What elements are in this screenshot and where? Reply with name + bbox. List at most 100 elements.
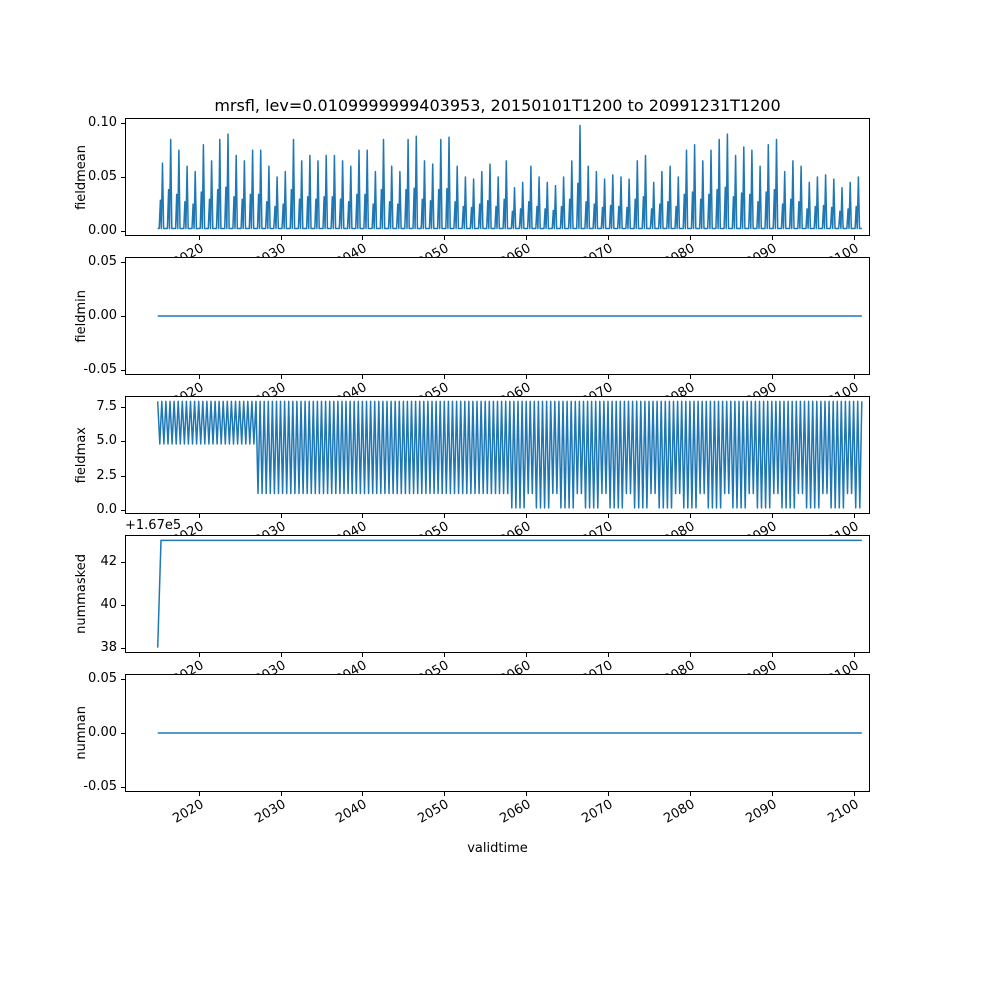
y-tick-mark <box>121 679 125 681</box>
x-tick-mark <box>362 375 364 379</box>
y-tick-mark <box>121 177 125 178</box>
x-tick-mark <box>608 514 609 518</box>
x-tick-mark <box>853 792 855 796</box>
x-tick-label: 2030 <box>251 797 288 827</box>
x-tick-mark <box>280 236 282 240</box>
x-tick-mark <box>853 653 855 657</box>
subplot-fieldmax <box>125 396 870 514</box>
x-tick-mark <box>526 792 528 796</box>
x-tick-mark <box>280 653 282 657</box>
x-tick-label: 2050 <box>415 797 452 827</box>
x-tick-mark <box>771 792 773 796</box>
x-tick-label: 2090 <box>743 797 780 827</box>
x-tick-mark <box>689 375 691 379</box>
x-tick-mark <box>198 653 200 657</box>
y-tick-mark <box>121 369 125 371</box>
x-tick-mark <box>689 653 691 657</box>
x-axis-label: validtime <box>467 841 528 856</box>
y-tick-mark <box>121 316 125 317</box>
y-tick-label: 0.05 <box>88 254 117 270</box>
x-tick-mark <box>526 236 528 240</box>
x-tick-mark <box>280 514 282 518</box>
y-axis-label-nummasked: nummasked <box>70 535 92 653</box>
y-tick-mark <box>121 262 125 264</box>
x-tick-mark <box>526 514 528 518</box>
y-tick-mark <box>121 733 125 734</box>
y-tick-label: 7.5 <box>96 398 117 414</box>
y-tick-label: 0.00 <box>88 725 117 740</box>
x-tick-mark <box>444 236 446 240</box>
y-tick-mark <box>121 475 125 477</box>
x-tick-mark <box>362 653 364 657</box>
y-tick-label: 0.0 <box>96 502 117 517</box>
y-tick-mark <box>121 647 125 649</box>
y-tick-label: 38 <box>100 639 117 655</box>
x-tick-mark <box>526 375 528 379</box>
series-line-numnan <box>157 732 862 734</box>
plot-title: mrsfl, lev=0.0109999999403953, 20150101T… <box>214 96 781 115</box>
x-tick-label: 2060 <box>497 797 534 827</box>
y-tick-label: 0.00 <box>88 222 117 238</box>
x-tick-mark <box>526 653 528 657</box>
x-tick-mark <box>608 653 609 657</box>
y-tick-mark <box>121 406 125 408</box>
x-tick-mark <box>853 514 855 518</box>
x-tick-label: 2040 <box>333 797 370 827</box>
x-tick-label: 2100 <box>824 797 862 827</box>
y-tick-label: 42 <box>100 553 117 569</box>
x-tick-mark <box>608 792 609 796</box>
y-tick-mark <box>121 561 125 563</box>
x-tick-mark <box>198 375 200 379</box>
x-tick-mark <box>771 514 773 518</box>
x-tick-mark <box>444 653 446 657</box>
x-tick-mark <box>689 792 691 796</box>
x-tick-mark <box>689 236 691 240</box>
y-tick-label: 0.00 <box>88 308 117 323</box>
x-tick-label: 2080 <box>661 797 698 827</box>
x-tick-mark <box>771 236 773 240</box>
subplot-fieldmean <box>125 118 870 236</box>
x-tick-label: 2020 <box>170 797 207 827</box>
y-tick-mark <box>121 786 125 788</box>
x-tick-mark <box>689 514 691 518</box>
y-tick-label: 0.05 <box>88 671 117 687</box>
y-tick-mark <box>121 604 125 606</box>
x-tick-mark <box>198 792 200 796</box>
x-tick-mark <box>608 236 609 240</box>
y-tick-mark <box>121 510 125 511</box>
y-tick-label: 0.05 <box>88 169 117 184</box>
x-tick-mark <box>444 792 446 796</box>
y-tick-mark <box>121 230 125 232</box>
y-tick-label: 2.5 <box>96 467 117 483</box>
series-line-fieldmax <box>156 400 863 509</box>
subplot-nummasked <box>125 535 870 653</box>
series-line-nummasked <box>156 539 862 648</box>
x-tick-mark <box>280 375 282 379</box>
x-tick-mark <box>853 236 855 240</box>
x-tick-mark <box>771 375 773 379</box>
y-tick-label: 0.10 <box>88 115 117 131</box>
x-tick-mark <box>198 514 200 518</box>
y-tick-label: -0.05 <box>83 361 117 377</box>
x-tick-mark <box>608 375 609 379</box>
x-tick-mark <box>280 792 282 796</box>
x-tick-mark <box>198 236 200 240</box>
y-tick-mark <box>121 441 125 443</box>
series-line-fieldmin <box>157 315 862 317</box>
x-tick-mark <box>771 653 773 657</box>
y-tick-label: -0.05 <box>83 778 117 794</box>
x-tick-mark <box>444 514 446 518</box>
y-tick-mark <box>121 123 125 125</box>
x-tick-mark <box>853 375 855 379</box>
x-tick-mark <box>362 236 364 240</box>
y-tick-label: 5.0 <box>96 433 117 449</box>
subplot-numnan <box>125 674 870 792</box>
x-tick-mark <box>444 375 446 379</box>
y-tick-label: 40 <box>100 596 117 612</box>
x-tick-mark <box>362 514 364 518</box>
series-line-fieldmean <box>157 124 862 230</box>
x-tick-mark <box>362 792 364 796</box>
x-tick-label: 2070 <box>579 797 616 827</box>
subplot-fieldmin <box>125 257 870 375</box>
